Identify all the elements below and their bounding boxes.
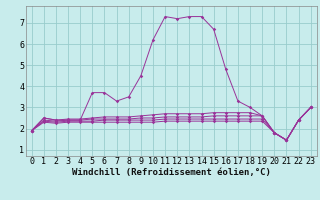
X-axis label: Windchill (Refroidissement éolien,°C): Windchill (Refroidissement éolien,°C) [72,168,271,177]
